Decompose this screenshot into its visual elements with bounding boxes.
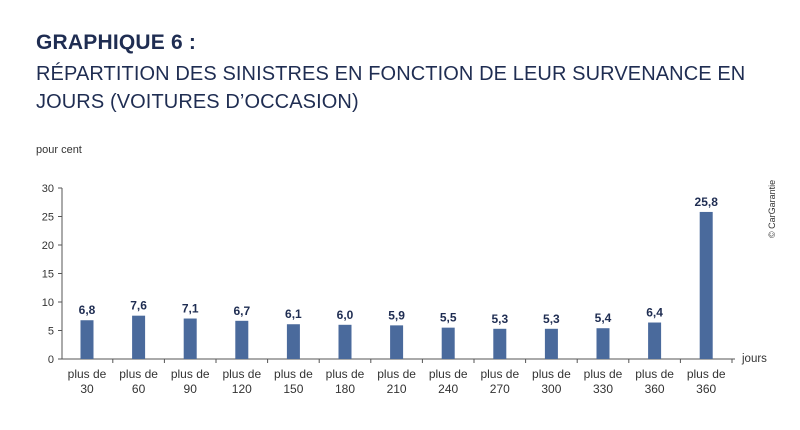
x-tick-label-line-2: 360 <box>645 382 665 396</box>
y-tick-label: 15 <box>42 269 54 281</box>
y-axis-ticks: 0 5 10 15 20 25 30 <box>42 183 62 366</box>
x-tick-label-line-2: 30 <box>80 382 94 396</box>
bar <box>286 324 300 359</box>
y-tick-label: 10 <box>42 297 54 309</box>
x-tick-label-line-1: plus de <box>119 367 158 381</box>
x-tick-label-line-2: 180 <box>335 382 355 396</box>
bar-value-label: 6,8 <box>79 303 96 317</box>
x-tick-label-line-1: plus de <box>68 367 107 381</box>
x-tick-label-line-1: plus de <box>635 367 674 381</box>
bar <box>596 328 610 359</box>
x-tick-label-line-1: plus de <box>480 367 519 381</box>
chart-subtitle-line-1: RÉPARTITION DES SINISTRES EN FONCTION DE… <box>36 63 746 85</box>
y-tick-label: 20 <box>42 240 54 252</box>
y-tick-label: 30 <box>42 183 54 195</box>
chart-title: GRAPHIQUE 6 : <box>36 31 197 54</box>
bar-value-label: 6,4 <box>646 306 663 320</box>
x-tick-label-line-2: 90 <box>184 382 198 396</box>
y-axis-label: pour cent <box>36 144 82 156</box>
bar <box>390 325 404 359</box>
bar <box>493 328 507 359</box>
x-tick-label-line-2: 330 <box>593 382 613 396</box>
bar-value-label: 5,4 <box>595 311 612 325</box>
x-tick-label-line-1: plus de <box>326 367 365 381</box>
bar-value-label: 6,7 <box>233 304 250 318</box>
bar-value-label: 5,9 <box>388 308 405 322</box>
x-tick-label-line-1: plus de <box>377 367 416 381</box>
x-tick-label-line-1: plus de <box>222 367 261 381</box>
bar-value-label: 5,3 <box>491 312 508 326</box>
chart-subtitle-line-2: JOURS (VOITURES D’OCCASION) <box>36 91 359 113</box>
bar-value-label: 5,3 <box>543 312 560 326</box>
bar-value-label: 6,0 <box>337 308 354 322</box>
x-tick-label-line-1: plus de <box>584 367 623 381</box>
bar <box>132 315 146 359</box>
x-tick-label-line-1: plus de <box>274 367 313 381</box>
y-tick-label: 25 <box>42 212 54 224</box>
x-tick-label-line-1: plus de <box>429 367 468 381</box>
bar-value-label: 5,5 <box>440 311 457 325</box>
x-tick-label-line-2: 300 <box>541 382 561 396</box>
x-tick-label-line-2: 270 <box>490 382 510 396</box>
x-tick-label-line-2: 240 <box>438 382 458 396</box>
bar <box>235 320 249 359</box>
bar <box>441 327 455 359</box>
bars: 6,8 7,6 7,1 6,7 6,1 6,0 5,9 5,5 5,3 5,3 5,4 6,4 25,8 <box>79 195 719 359</box>
x-tick-label-line-1: plus de <box>687 367 726 381</box>
bar-value-label: 7,6 <box>130 299 147 313</box>
y-tick-label: 5 <box>48 326 54 338</box>
y-tick-label: 0 <box>48 354 54 366</box>
bar <box>648 322 662 359</box>
bar-value-label: 25,8 <box>695 195 719 209</box>
x-tick-label-line-2: 360 <box>696 382 716 396</box>
bar <box>80 320 94 359</box>
bar <box>338 324 352 359</box>
source-note: © CarGarantie <box>767 180 777 238</box>
x-tick-label-line-2: 60 <box>132 382 146 396</box>
bar <box>544 328 558 359</box>
x-tick-label-line-1: plus de <box>532 367 571 381</box>
bar-value-label: 6,1 <box>285 307 302 321</box>
x-axis-label: jours <box>741 353 767 365</box>
bar <box>183 318 197 359</box>
x-tick-label-line-2: 150 <box>283 382 303 396</box>
bar-value-label: 7,1 <box>182 302 199 316</box>
x-tick-label-line-2: 210 <box>387 382 407 396</box>
x-tick-label-line-2: 120 <box>232 382 252 396</box>
x-tick-label-line-1: plus de <box>171 367 210 381</box>
bar <box>699 211 713 359</box>
